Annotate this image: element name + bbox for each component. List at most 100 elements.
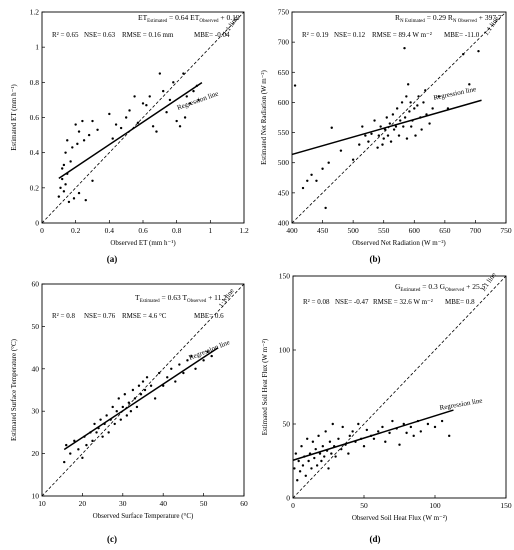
stat-mbe: MBE= 0.8	[445, 298, 475, 306]
data-point	[129, 410, 133, 413]
data-point	[141, 102, 145, 105]
data-point	[377, 430, 380, 433]
data-point	[383, 128, 387, 131]
x-axis-label: Observed Surface Temperature (°C)	[93, 512, 194, 520]
data-point	[66, 139, 69, 142]
data-point	[405, 95, 408, 98]
data-point	[73, 439, 76, 443]
x-axis-label: Observed ET (mm h⁻¹)	[110, 239, 176, 247]
data-point	[151, 125, 155, 128]
stat-rmse: RMSE = 0.16 mm	[122, 31, 174, 39]
chart-panel: 400 450 500 550 600 650 700 750 400 450 500 550 600 6…	[260, 8, 512, 265]
stat-r2: R² = 0.8	[52, 312, 75, 320]
y-tick-label: 500	[278, 158, 290, 167]
data-point	[133, 397, 137, 400]
data-point	[330, 126, 333, 129]
data-point	[310, 467, 313, 470]
data-point	[99, 418, 102, 421]
data-point	[96, 128, 99, 132]
data-point	[408, 110, 411, 113]
data-point	[175, 119, 178, 123]
regression-line	[292, 409, 454, 461]
data-point	[399, 119, 402, 122]
y-axis-label: Estimated Net Radiation (W m⁻²)	[260, 69, 268, 164]
data-point	[91, 119, 94, 123]
plot-frame	[41, 283, 245, 497]
data-point	[172, 81, 175, 84]
chart-panel: 10 20 30 40 50 60 10 20 30 40 50 60 Observed Surface…	[10, 280, 248, 545]
data-point	[313, 456, 316, 460]
data-point	[315, 179, 318, 182]
data-point	[314, 447, 317, 451]
y-tick-label: 50	[283, 420, 291, 429]
data-point	[125, 414, 129, 417]
data-point	[186, 359, 189, 362]
data-point	[311, 440, 315, 443]
data-point	[327, 467, 330, 470]
data-point	[433, 425, 437, 429]
data-point	[339, 149, 343, 152]
data-point	[69, 452, 72, 455]
data-point	[301, 186, 305, 190]
data-point	[402, 422, 405, 426]
data-point	[69, 160, 72, 163]
data-point	[340, 447, 343, 451]
data-point	[182, 72, 185, 75]
data-point	[320, 459, 323, 463]
x-tick-label: 0.8	[172, 226, 182, 235]
data-point	[373, 119, 376, 122]
data-point	[323, 455, 326, 458]
panel-label: (c)	[107, 534, 117, 544]
y-tick-label: 30	[32, 407, 40, 416]
regression-equation: TEstimated = 0.63 TObserved + 11.2	[135, 293, 227, 304]
data-point	[105, 414, 108, 417]
data-point	[403, 116, 407, 119]
data-point	[351, 158, 355, 161]
data-point	[166, 376, 169, 379]
one-to-one-line	[291, 11, 507, 224]
data-point	[81, 119, 84, 123]
data-point	[91, 439, 94, 443]
data-point	[300, 445, 303, 448]
x-tick-label: 750	[500, 226, 512, 235]
data-point	[64, 183, 67, 186]
data-point	[137, 384, 141, 387]
data-point	[315, 464, 319, 467]
data-point	[61, 167, 64, 170]
data-point	[304, 474, 307, 477]
x-tick-label: 0	[291, 501, 295, 510]
data-point	[113, 422, 116, 426]
data-point	[119, 126, 123, 130]
data-point	[307, 459, 310, 463]
y-tick-label: 40	[32, 364, 40, 373]
data-point	[357, 422, 360, 426]
y-tick-label: 600	[278, 98, 290, 107]
data-point	[410, 125, 413, 128]
x-tick-label: 450	[317, 226, 329, 235]
y-tick-label: 20	[32, 449, 40, 458]
data-point	[206, 350, 209, 354]
data-point	[437, 95, 440, 98]
data-point	[84, 198, 87, 202]
x-tick-label: 50	[200, 499, 208, 508]
panel-label: (a)	[107, 254, 118, 264]
data-point	[294, 452, 298, 455]
stat-mbe: MBE= -11.0	[444, 31, 480, 39]
data-point	[62, 190, 66, 193]
panel-label: (d)	[370, 534, 381, 544]
x-tick-label: 700	[470, 226, 482, 235]
data-point	[297, 459, 300, 463]
data-point	[381, 425, 384, 429]
data-point	[379, 125, 382, 128]
data-point	[293, 84, 297, 87]
data-point	[389, 140, 393, 143]
x-tick-label: 500	[348, 226, 360, 235]
chart-panel: 0 0.2 0.4 0.6 0.8 1 1.2 0 0.2 0.4 0.6 0.8 1 1.2 Observ…	[10, 8, 249, 265]
data-point	[185, 95, 188, 98]
data-point	[119, 418, 122, 421]
data-point	[121, 405, 125, 409]
data-point	[123, 393, 127, 396]
data-point	[108, 112, 111, 116]
data-point	[124, 116, 128, 119]
regression-equation: ETEstimated = 0.64 ETObserved + 0.19	[138, 13, 240, 24]
